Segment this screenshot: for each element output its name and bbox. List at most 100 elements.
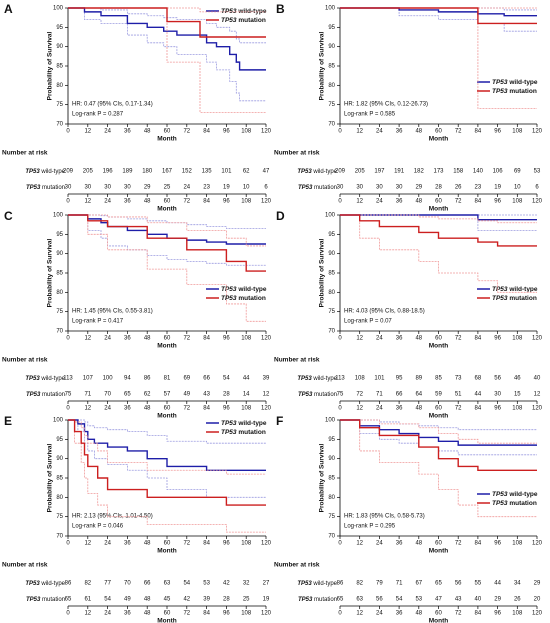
- legend-label: TP53 wild-type: [221, 8, 267, 15]
- risk-count: 30: [376, 185, 383, 191]
- y-tick-label: 80: [328, 495, 335, 501]
- risk-count: 29: [415, 185, 422, 191]
- risk-count: 23: [203, 185, 210, 191]
- risk-x-tick-label: 12: [356, 611, 363, 617]
- x-tick-label: 36: [124, 541, 131, 547]
- survival-line: [68, 214, 266, 272]
- y-tick-label: 100: [53, 213, 64, 219]
- ci-line: [68, 7, 266, 44]
- risk-count: 106: [493, 169, 504, 175]
- risk-count: 29: [144, 185, 151, 191]
- risk-count: 53: [415, 597, 422, 603]
- x-tick-label: 48: [415, 129, 422, 135]
- risk-count: 39: [203, 597, 210, 603]
- risk-count: 28: [435, 185, 442, 191]
- x-tick-label: 36: [124, 336, 131, 342]
- risk-count: 180: [142, 169, 153, 175]
- x-tick-label: 72: [183, 541, 190, 547]
- risk-count: 68: [475, 376, 482, 382]
- x-tick-label: 72: [183, 129, 190, 135]
- y-tick-label: 70: [56, 122, 63, 128]
- risk-count: 30: [65, 185, 72, 191]
- risk-count: 66: [396, 392, 403, 398]
- risk-x-axis-title: Month: [157, 618, 177, 623]
- risk-count: 81: [164, 376, 171, 382]
- risk-count: 65: [65, 597, 72, 603]
- x-tick-label: 96: [494, 336, 501, 342]
- risk-count: 51: [455, 392, 462, 398]
- risk-x-tick-label: 120: [532, 611, 543, 617]
- risk-title: Number at risk: [274, 562, 320, 569]
- x-tick-label: 60: [435, 336, 442, 342]
- risk-count: 23: [475, 185, 482, 191]
- risk-count: 86: [65, 581, 72, 587]
- risk-count: 25: [243, 597, 250, 603]
- x-tick-label: 96: [223, 541, 230, 547]
- ci-line: [340, 7, 537, 11]
- x-tick-label: 24: [104, 336, 111, 342]
- risk-x-tick-label: 120: [261, 199, 272, 205]
- x-tick-label: 36: [396, 336, 403, 342]
- risk-x-tick-label: 48: [144, 611, 151, 617]
- risk-count: 30: [84, 185, 91, 191]
- survival-line: [68, 214, 266, 245]
- x-tick-label: 36: [396, 129, 403, 135]
- risk-count: 61: [84, 597, 91, 603]
- hr-text: HR: 1.45 (95% CIs, 0.55-3.81): [72, 309, 153, 315]
- risk-x-tick-label: 12: [84, 199, 91, 205]
- risk-row-label: TP53 mutation: [298, 392, 337, 398]
- risk-count: 205: [355, 169, 366, 175]
- x-tick-label: 60: [164, 541, 171, 547]
- survival-line: [68, 7, 266, 71]
- risk-x-tick-label: 48: [415, 199, 422, 205]
- risk-x-tick-label: 60: [164, 199, 171, 205]
- risk-count: 64: [415, 392, 422, 398]
- risk-x-tick-label: 36: [396, 199, 403, 205]
- risk-count: 152: [182, 169, 193, 175]
- y-tick-label: 95: [328, 232, 335, 238]
- risk-row-label: TP53 mutation: [26, 597, 65, 603]
- risk-count: 25: [164, 185, 171, 191]
- risk-x-axis-title: Month: [429, 413, 449, 420]
- risk-count: 40: [534, 376, 541, 382]
- risk-x-tick-label: 36: [396, 406, 403, 412]
- risk-x-axis-title: Month: [429, 206, 449, 213]
- legend-label: TP53 mutation: [221, 17, 266, 24]
- risk-x-tick-label: 72: [183, 199, 190, 205]
- risk-count: 20: [534, 597, 541, 603]
- x-tick-label: 72: [183, 336, 190, 342]
- risk-count: 54: [183, 581, 190, 587]
- risk-count: 39: [263, 376, 270, 382]
- risk-x-tick-label: 84: [203, 406, 210, 412]
- x-tick-label: 0: [338, 336, 342, 342]
- risk-count: 56: [455, 581, 462, 587]
- x-tick-label: 12: [84, 541, 91, 547]
- risk-x-tick-label: 72: [455, 611, 462, 617]
- risk-x-tick-label: 48: [144, 406, 151, 412]
- risk-row-label: TP53 wild-type: [297, 169, 337, 175]
- x-tick-label: 108: [512, 336, 523, 342]
- y-tick-label: 85: [328, 271, 335, 277]
- risk-x-tick-label: 96: [494, 611, 501, 617]
- risk-row-label: TP53 mutation: [26, 185, 65, 191]
- risk-count: 48: [144, 597, 151, 603]
- y-axis-title: Probability of Survival: [319, 238, 326, 307]
- risk-count: 66: [203, 376, 210, 382]
- y-tick-label: 85: [56, 64, 63, 70]
- x-tick-label: 0: [66, 129, 70, 135]
- risk-count: 100: [103, 376, 114, 382]
- risk-x-axis-title: Month: [157, 413, 177, 420]
- risk-x-tick-label: 0: [66, 199, 70, 205]
- risk-count: 79: [376, 581, 383, 587]
- y-tick-label: 75: [328, 102, 335, 108]
- x-tick-label: 48: [144, 336, 151, 342]
- risk-count: 28: [223, 392, 230, 398]
- ci-line: [68, 214, 266, 229]
- risk-count: 43: [203, 392, 210, 398]
- risk-count: 54: [223, 376, 230, 382]
- y-axis-title: Probability of Survival: [319, 31, 326, 100]
- risk-count: 173: [433, 169, 444, 175]
- risk-count: 135: [202, 169, 213, 175]
- x-tick-label: 36: [124, 129, 131, 135]
